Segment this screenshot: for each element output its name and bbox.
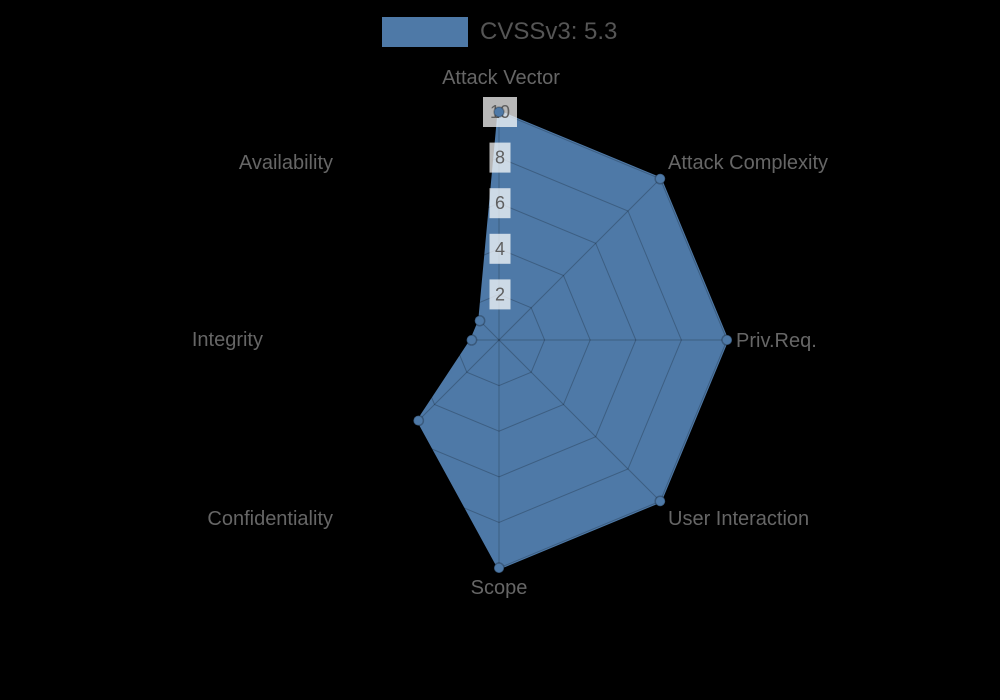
data-point-marker (493, 106, 505, 118)
axis-label-confidentiality: Confidentiality (207, 508, 333, 530)
tick-box (489, 188, 511, 219)
tick-label: 4 (495, 239, 505, 259)
data-point-marker (721, 334, 733, 346)
grid-ring (316, 157, 682, 523)
data-point-marker (654, 495, 666, 507)
axis-label-integrity: Integrity (192, 329, 263, 351)
axis-line (337, 178, 500, 341)
axis-line (498, 178, 661, 341)
axis-label-priv-req: Priv.Req. (736, 330, 817, 352)
axis-label-user-interaction: User Interaction (668, 508, 809, 530)
legend-item[interactable]: CVSSv3: 5.3 (382, 17, 617, 47)
tick-label: 8 (495, 148, 505, 168)
data-point-marker (473, 314, 486, 327)
grid-ring (452, 293, 546, 387)
axis-line (498, 339, 661, 502)
legend-swatch (382, 17, 468, 47)
tick-box (489, 233, 511, 264)
data-point-marker (465, 334, 478, 346)
axis-label-attack-vector: Attack Vector (442, 67, 560, 89)
grid-ring (361, 202, 637, 478)
tick-box (489, 279, 511, 310)
data-point-marker (654, 173, 666, 185)
data-point-marker (493, 562, 505, 574)
grid-ring (407, 248, 591, 432)
legend-label: CVSSv3: 5.3 (480, 18, 618, 45)
axis-label-scope: Scope (471, 577, 528, 599)
axis-label-attack-complexity: Attack Complexity (668, 152, 828, 174)
data-point-marker (412, 414, 425, 427)
axis-label-availability: Availability (239, 152, 333, 174)
tick-label: 6 (495, 193, 505, 213)
tick-box (489, 142, 511, 173)
tick-label: 2 (495, 284, 505, 304)
